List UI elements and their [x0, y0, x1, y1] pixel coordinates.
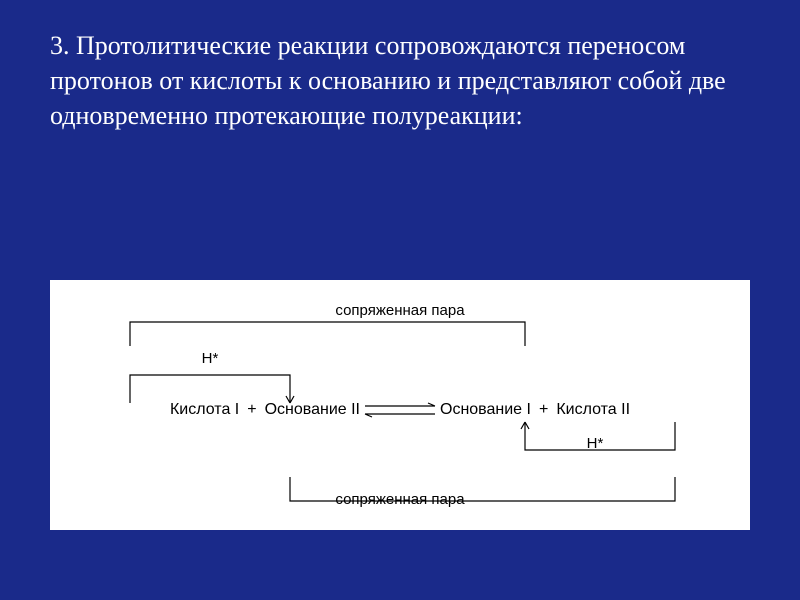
- equation-row: Кислота I + Основание II Основание I + К…: [50, 400, 750, 420]
- reaction-diagram: сопряженная пара H* Кислота I + Основани…: [50, 280, 750, 530]
- equilibrium-arrows-icon: [360, 400, 440, 420]
- bracket-outer-top: [50, 318, 750, 348]
- conjugate-pair-label-top: сопряженная пара: [50, 302, 750, 319]
- bracket-inner-top: [50, 365, 750, 405]
- bracket-inner-bottom: [50, 420, 750, 460]
- plus-left: +: [239, 401, 264, 419]
- acid-1: Кислота I: [170, 401, 239, 419]
- base-1: Основание I: [440, 401, 531, 419]
- title-area: 3. Протолитические реакции сопровождаютс…: [0, 0, 800, 153]
- acid-2: Кислота II: [556, 401, 630, 419]
- proton-label-bottom: H*: [570, 435, 620, 452]
- slide-title: 3. Протолитические реакции сопровождаютс…: [50, 28, 750, 133]
- conjugate-pair-label-bottom: сопряженная пара: [50, 491, 750, 508]
- plus-right: +: [531, 401, 556, 419]
- proton-label-top: H*: [185, 350, 235, 367]
- slide: 3. Протолитические реакции сопровождаютс…: [0, 0, 800, 600]
- base-2: Основание II: [265, 401, 360, 419]
